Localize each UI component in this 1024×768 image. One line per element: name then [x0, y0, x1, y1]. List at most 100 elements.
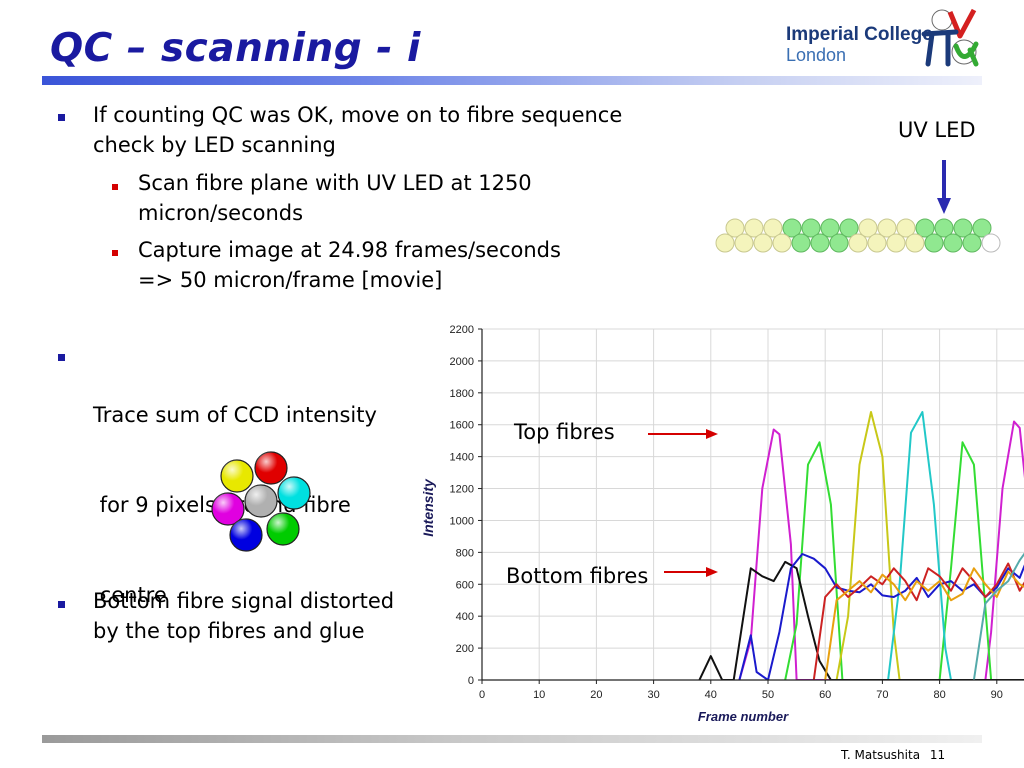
x-tick-label: 60 [819, 689, 831, 701]
bullet-fibre-sequence: If counting QC was OK, move on to fibre … [93, 100, 622, 160]
fibre-top [877, 218, 897, 238]
fibre-bottom [772, 233, 792, 253]
logo-line1: Imperial College [786, 24, 933, 45]
y-tick-label: 600 [456, 579, 474, 591]
fibre-bottom [981, 233, 1001, 253]
fibre-bottom [867, 233, 887, 253]
fibre-top [820, 218, 840, 238]
x-tick-label: 50 [762, 689, 774, 701]
fibre-top [953, 218, 973, 238]
footer-author: T. Matsushita [841, 748, 921, 762]
bullet-line: => 50 micron/frame [movie] [138, 268, 443, 292]
series-line [972, 552, 1024, 680]
bottom-fibres-label: Bottom fibres [506, 564, 649, 588]
x-tick-label: 10 [533, 689, 545, 701]
fibre-bottom [905, 233, 925, 253]
x-tick-label: 80 [933, 689, 945, 701]
footer-bar [42, 735, 982, 743]
bullet-line: centre [93, 583, 167, 607]
fibre-plane-diagram [715, 218, 1001, 253]
top-fibres-arrow-icon [648, 429, 718, 439]
chart-x-label: Frame number [698, 709, 789, 724]
bullet-marker [58, 601, 65, 608]
fibre-bottom [848, 233, 868, 253]
sub-bullet-scan: Scan fibre plane with UV LED at 1250 mic… [138, 168, 532, 228]
fibre-bottom [791, 233, 811, 253]
bullet-marker [58, 114, 65, 121]
fibre-top [896, 218, 916, 238]
y-tick-label: 0 [468, 675, 474, 687]
page-number: 11 [929, 748, 946, 762]
bullet-line: Scan fibre plane with UV LED at 1250 [138, 171, 532, 195]
fibre-bottom [810, 233, 830, 253]
fibre-bottom [715, 233, 735, 253]
sub-bullet-marker [112, 250, 118, 256]
bullet-line: Trace sum of CCD intensity [93, 403, 377, 427]
top-fibres-label: Top fibres [514, 420, 615, 444]
logo-line2: London [786, 45, 847, 65]
fibre-top [934, 218, 954, 238]
bullet-line: check by LED scanning [93, 133, 336, 157]
y-tick-label: 400 [456, 611, 474, 623]
x-tick-label: 20 [590, 689, 602, 701]
fibre-bottom [943, 233, 963, 253]
x-tick-label: 90 [991, 689, 1003, 701]
fibre-top [839, 218, 859, 238]
x-tick-label: 40 [705, 689, 717, 701]
series-line [824, 567, 1024, 680]
sub-bullet-marker [112, 184, 118, 190]
fibre-bottom [753, 233, 773, 253]
bullet-line: Capture image at 24.98 frames/seconds [138, 238, 561, 262]
bullet-line: Bottom fibre signal distorted [93, 589, 395, 613]
fibre-bottom [886, 233, 906, 253]
y-tick-label: 1800 [450, 388, 474, 400]
y-tick-label: 800 [456, 547, 474, 559]
imperial-college-logo: Imperial College London [786, 24, 933, 66]
title-underline-bar [42, 76, 982, 85]
fibre-top [801, 218, 821, 238]
fibre-top [915, 218, 935, 238]
fibre-top [972, 218, 992, 238]
y-tick-label: 1600 [450, 420, 474, 432]
fibre-bottom [734, 233, 754, 253]
bottom-fibres-arrow-icon [664, 567, 718, 577]
y-tick-label: 1400 [450, 452, 474, 464]
series-line [784, 441, 993, 680]
series-line [887, 411, 952, 680]
uv-led-label: UV LED [898, 118, 976, 142]
x-tick-label: 30 [647, 689, 659, 701]
fibre-bottom [924, 233, 944, 253]
x-tick-label: 0 [479, 689, 485, 701]
fibre-top [725, 218, 745, 238]
sub-bullet-capture: Capture image at 24.98 frames/seconds =>… [138, 235, 561, 295]
y-tick-label: 200 [456, 643, 474, 655]
fibre-top [763, 218, 783, 238]
bullet-line: If counting QC was OK, move on to fibre … [93, 103, 623, 127]
y-tick-label: 2200 [450, 324, 474, 336]
series-line [738, 553, 1024, 680]
bullet-bottom-distorted: Bottom fibre signal distorted by the top… [93, 586, 394, 646]
fibre-bottom [962, 233, 982, 253]
y-tick-label: 2000 [450, 356, 474, 368]
chart-axes: 0200400600800100012001400160018002000220… [450, 324, 1024, 701]
pixel-cluster-icon [211, 451, 311, 552]
footer: T. Matsushita 11 [835, 748, 945, 762]
chart-y-label: Intensity [420, 478, 436, 537]
y-tick-label: 1200 [450, 484, 474, 496]
fibre-bottom [829, 233, 849, 253]
intensity-chart: 0200400600800100012001400160018002000220… [420, 324, 1024, 724]
fibre-top [858, 218, 878, 238]
series-line [738, 420, 1024, 680]
pi-nu-logo-icon [921, 8, 979, 67]
bullet-line: micron/seconds [138, 201, 304, 225]
x-tick-label: 70 [876, 689, 888, 701]
fibre-top [782, 218, 802, 238]
bullet-marker [58, 354, 65, 361]
uv-led-arrow-icon [937, 160, 951, 214]
page-title: QC – scanning - i [50, 26, 421, 71]
series-line [698, 560, 1024, 680]
bullet-line: by the top fibres and glue [93, 619, 365, 643]
chart-series-group [698, 411, 1024, 680]
y-tick-label: 1000 [450, 515, 474, 527]
fibre-top [744, 218, 764, 238]
